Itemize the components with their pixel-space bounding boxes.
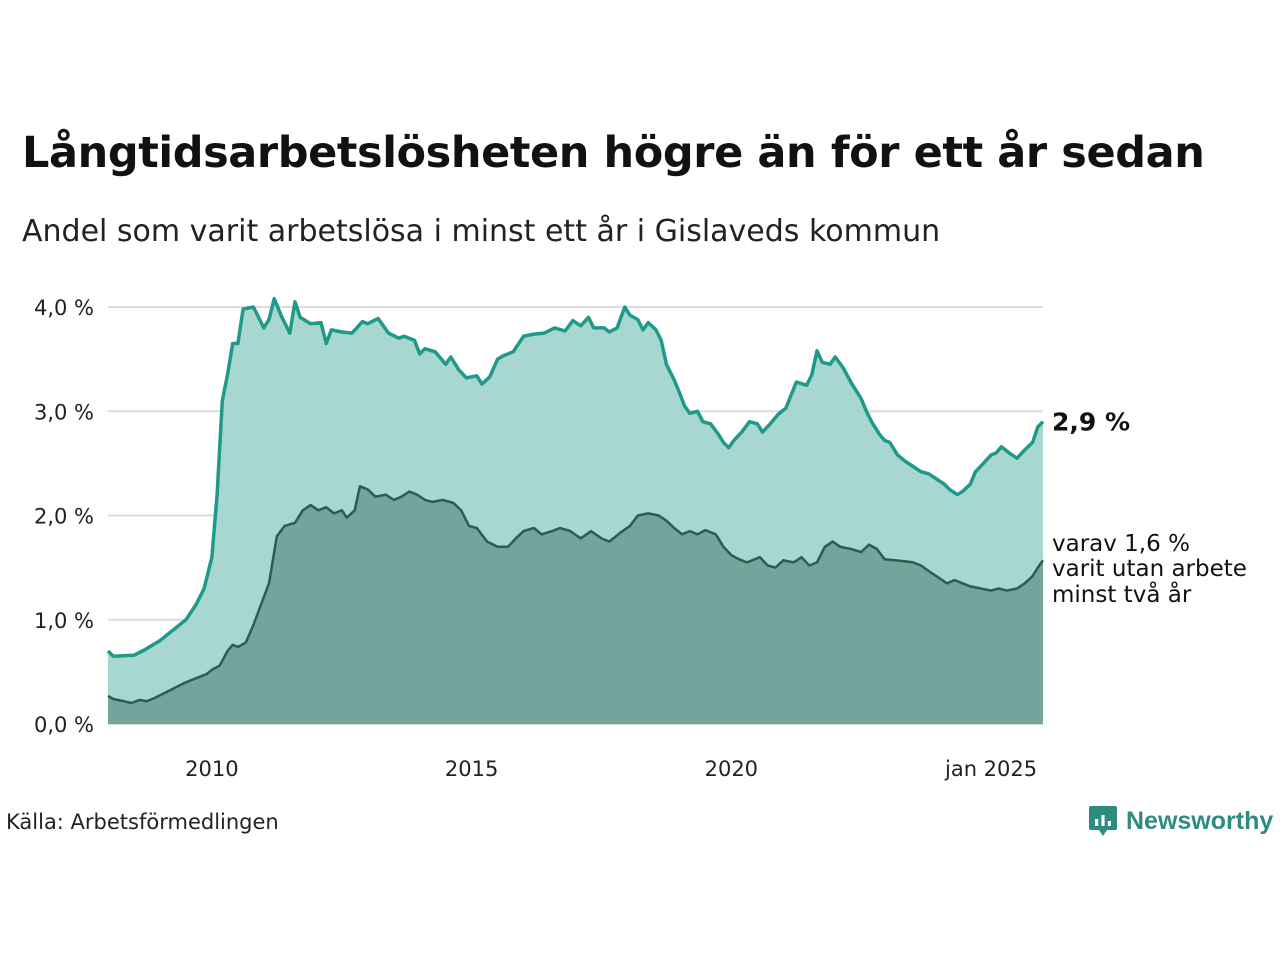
series-lines — [106, 296, 1045, 705]
newsworthy-logo: Newsworthy — [1088, 804, 1273, 838]
y-tick-label: 2,0 % — [34, 505, 94, 529]
y-tick-label: 1,0 % — [34, 609, 94, 633]
chart-subtitle: Andel som varit arbetslösa i minst ett å… — [22, 214, 941, 249]
x-tick-label: 2020 — [705, 757, 758, 781]
y-tick-label: 0,0 % — [34, 713, 94, 737]
newsworthy-logo-text: Newsworthy — [1126, 806, 1274, 835]
x-tick-label: 2010 — [185, 757, 238, 781]
source-note: Källa: Arbetsförmedlingen — [6, 810, 279, 834]
series-areas — [108, 298, 1043, 724]
series-end-label-longterm: minst två år — [1052, 580, 1192, 608]
y-tick-label: 3,0 % — [34, 400, 94, 424]
x-axis-tick-labels: 2010 2015 2020 jan 2025 — [185, 757, 1037, 781]
series-end-label-total: 2,9 % — [1052, 408, 1130, 437]
y-axis-tick-labels: 0,0 % 1,0 % 2,0 % 3,0 % 4,0 % — [34, 296, 94, 737]
newsworthy-logo-icon — [1089, 806, 1117, 836]
x-tick-label: 2015 — [445, 757, 498, 781]
chart-title: Långtidsarbetslösheten högre än för ett … — [22, 128, 1205, 178]
series-end-label-longterm: varit utan arbete — [1052, 556, 1247, 582]
area-minst-tva-ar — [108, 486, 1043, 724]
series-end-label-longterm: varav 1,6 % — [1052, 531, 1190, 557]
x-tick-label: jan 2025 — [944, 757, 1037, 781]
line-minst-ett-ar — [106, 296, 1045, 658]
y-tick-label: 4,0 % — [34, 296, 94, 320]
line-minst-tva-ar — [107, 485, 1045, 705]
